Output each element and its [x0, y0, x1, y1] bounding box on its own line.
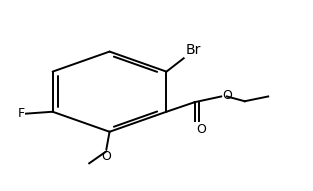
Text: O: O	[196, 123, 206, 136]
Text: F: F	[17, 107, 24, 120]
Text: O: O	[101, 150, 111, 163]
Text: O: O	[222, 89, 232, 102]
Text: Br: Br	[185, 43, 201, 57]
